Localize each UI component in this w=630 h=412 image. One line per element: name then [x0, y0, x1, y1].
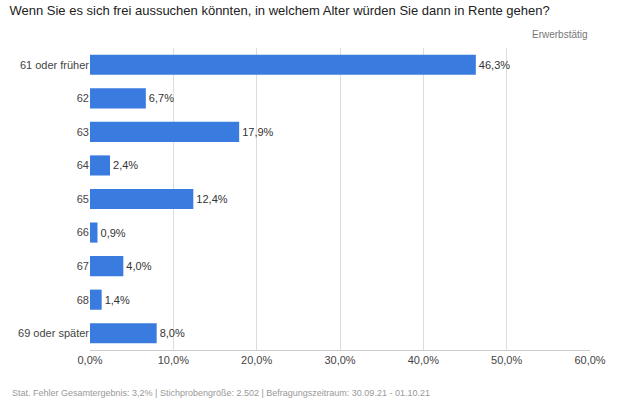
svg-text:4,0%: 4,0% — [126, 260, 151, 272]
svg-text:50,0%: 50,0% — [491, 354, 522, 366]
svg-text:63: 63 — [77, 126, 89, 138]
svg-text:61 oder früher: 61 oder früher — [20, 59, 89, 71]
svg-text:Stat. Fehler Gesamtergebnis: 3: Stat. Fehler Gesamtergebnis: 3,2% | Stic… — [12, 388, 430, 398]
svg-text:12,4%: 12,4% — [196, 193, 227, 205]
svg-text:10,0%: 10,0% — [158, 354, 189, 366]
svg-text:Erwerbstätig: Erwerbstätig — [532, 29, 588, 40]
svg-text:40,0%: 40,0% — [408, 354, 439, 366]
svg-text:0,0%: 0,0% — [77, 354, 102, 366]
svg-text:30,0%: 30,0% — [324, 354, 355, 366]
svg-text:Wenn Sie es sich frei aussuche: Wenn Sie es sich frei aussuchen könnten,… — [9, 3, 549, 18]
svg-text:6,7%: 6,7% — [149, 92, 174, 104]
svg-text:69 oder später: 69 oder später — [18, 327, 89, 339]
svg-text:67: 67 — [77, 260, 89, 272]
svg-text:65: 65 — [77, 193, 89, 205]
svg-text:68: 68 — [77, 294, 89, 306]
svg-text:60,0%: 60,0% — [574, 354, 605, 366]
svg-text:66: 66 — [77, 226, 89, 238]
svg-text:62: 62 — [77, 92, 89, 104]
svg-text:64: 64 — [77, 159, 89, 171]
svg-text:17,9%: 17,9% — [242, 126, 273, 138]
svg-text:1,4%: 1,4% — [105, 294, 130, 306]
svg-text:8,0%: 8,0% — [160, 327, 185, 339]
svg-text:0,9%: 0,9% — [101, 227, 126, 239]
svg-text:2,4%: 2,4% — [113, 159, 138, 171]
svg-text:46,3%: 46,3% — [479, 59, 510, 71]
svg-text:20,0%: 20,0% — [241, 354, 272, 366]
